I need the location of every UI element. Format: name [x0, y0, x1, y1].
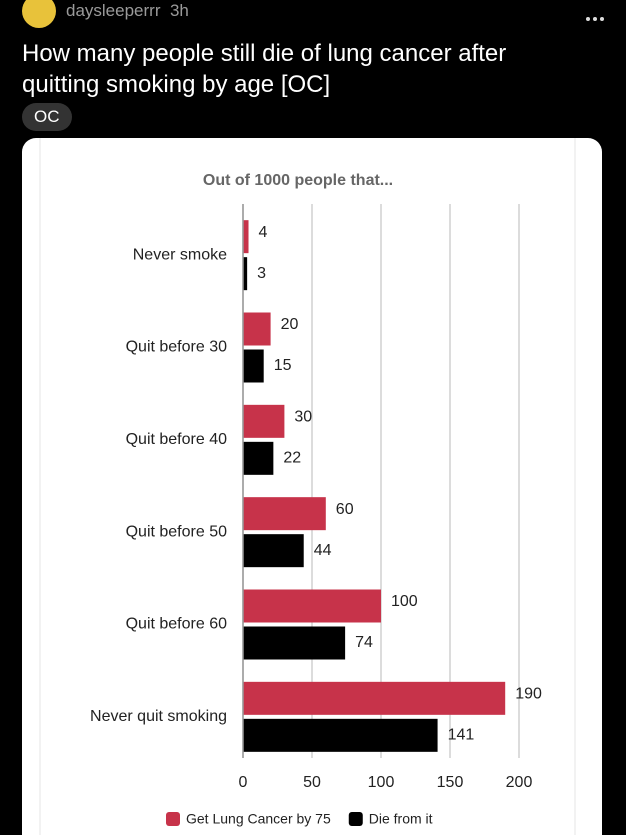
data-label: 141 — [448, 727, 475, 744]
bar — [243, 220, 249, 254]
y-tick-label: Quit before 60 — [126, 616, 228, 633]
data-label: 44 — [314, 542, 332, 559]
x-tick-label: 0 — [239, 774, 248, 791]
bar — [243, 312, 271, 346]
x-tick-label: 200 — [506, 774, 533, 791]
legend-swatch — [348, 812, 363, 826]
y-tick-label: Quit before 30 — [126, 339, 228, 356]
data-label: 74 — [355, 634, 373, 651]
y-tick-label: Never smoke — [133, 246, 227, 263]
data-label: 22 — [283, 450, 301, 467]
y-tick-label: Quit before 40 — [126, 431, 228, 448]
legend-swatch — [166, 812, 180, 826]
bar — [243, 681, 506, 715]
bar — [243, 626, 346, 660]
x-tick-label: 100 — [368, 774, 395, 791]
data-label: 60 — [336, 501, 354, 518]
avatar[interactable] — [22, 0, 56, 28]
data-label: 3 — [257, 265, 266, 282]
bar — [243, 497, 326, 531]
y-tick-label: Never quit smoking — [90, 708, 227, 725]
bar — [243, 589, 381, 623]
username-text[interactable]: daysleeperrr — [66, 1, 161, 20]
post-time: 3h — [169, 1, 189, 20]
legend-label: Get Lung Cancer by 75 — [186, 811, 331, 827]
bar — [243, 441, 274, 475]
y-tick-label: Quit before 50 — [126, 523, 228, 540]
data-label: 15 — [274, 357, 292, 374]
flair[interactable]: OC — [22, 103, 72, 131]
bar — [243, 349, 264, 383]
post-title: How many people still die of lung cancer… — [22, 40, 507, 98]
bar — [243, 534, 304, 568]
data-label: 100 — [391, 593, 418, 610]
data-label: 20 — [281, 316, 299, 333]
bar — [243, 404, 285, 438]
bar — [243, 718, 438, 752]
data-label: 30 — [294, 409, 312, 426]
chart-title: Out of 1000 people that... — [203, 172, 393, 189]
x-tick-label: 50 — [303, 774, 321, 791]
bar — [243, 257, 248, 291]
username[interactable]: daysleeperrr 3h — [66, 1, 189, 21]
data-label: 190 — [515, 686, 542, 703]
x-tick-label: 150 — [437, 774, 464, 791]
more-menu[interactable] — [583, 8, 604, 26]
data-label: 4 — [259, 224, 268, 241]
legend-label: Die from it — [369, 811, 433, 827]
